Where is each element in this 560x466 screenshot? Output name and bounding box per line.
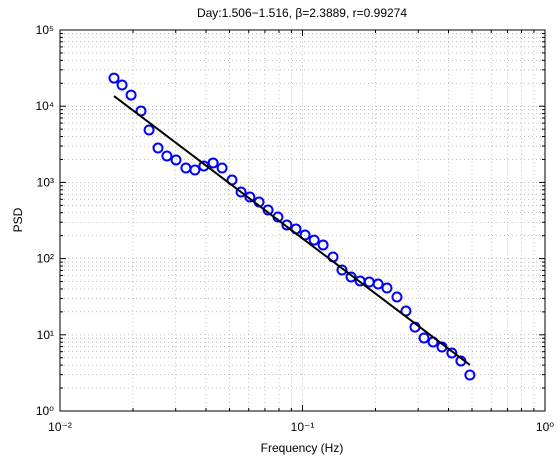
data-point (125, 89, 137, 101)
data-point (345, 271, 357, 283)
fit-line (113, 95, 471, 366)
data-point (189, 164, 201, 176)
data-point (108, 72, 120, 84)
data-point (336, 264, 348, 276)
chart-title: Day:1.506−1.516, β=2.3889, r=0.99274 (197, 6, 407, 20)
plot-frame (59, 29, 546, 412)
data-point (161, 150, 173, 162)
data-point (235, 186, 247, 198)
data-point (391, 291, 403, 303)
data-point (143, 124, 155, 136)
data-point (372, 278, 384, 290)
y-tick-label: 10¹ (37, 328, 54, 342)
data-point (198, 160, 210, 172)
y-tick-label: 10⁵ (36, 23, 54, 37)
x-tick-label: 10⁰ (536, 420, 554, 434)
data-point (207, 157, 219, 169)
data-point (170, 154, 182, 166)
data-point (244, 191, 256, 203)
data-point (446, 347, 458, 359)
data-point (308, 234, 320, 246)
data-point (381, 282, 393, 294)
y-tick-label: 10⁴ (35, 99, 54, 113)
data-point (317, 239, 329, 251)
data-point (216, 162, 228, 174)
data-point (116, 79, 128, 91)
data-point (464, 369, 476, 381)
data-point (152, 142, 164, 154)
x-tick-label: 10⁻¹ (291, 420, 315, 434)
data-point (418, 332, 430, 344)
y-axis-label: PSD (11, 207, 25, 232)
x-tick-label: 10⁻² (48, 420, 72, 434)
y-tick-label: 10⁰ (36, 404, 54, 418)
x-axis-label: Frequency (Hz) (261, 441, 344, 455)
data-point (281, 219, 293, 231)
y-tick-label: 10³ (37, 175, 54, 189)
y-tick-label: 10² (37, 252, 54, 266)
